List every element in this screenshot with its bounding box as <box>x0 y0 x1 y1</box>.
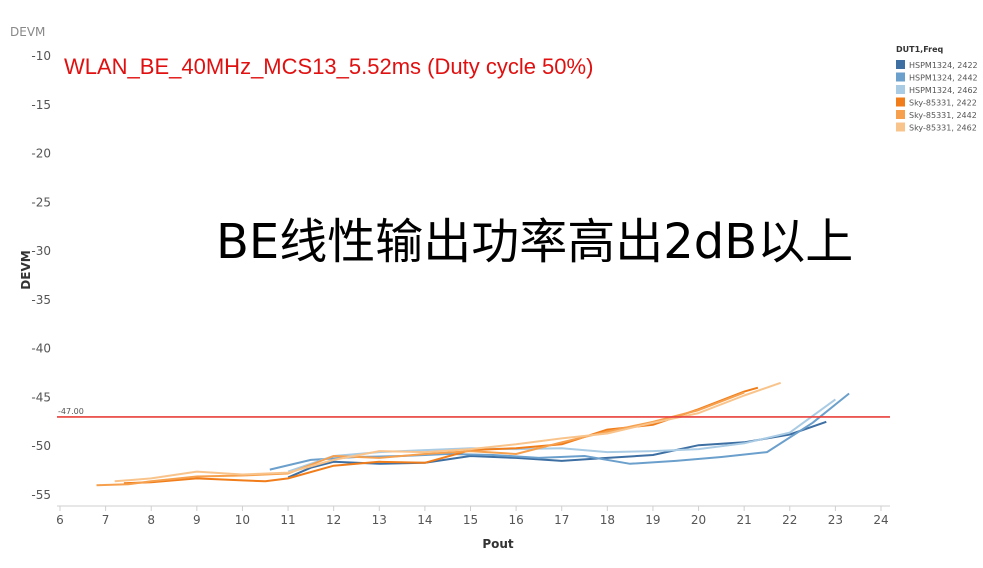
series-lines <box>96 381 850 487</box>
legend-title: DUT1,Freq <box>896 45 944 54</box>
legend-swatch <box>896 122 905 132</box>
legend-entry-label: HSPM1324, 2462 <box>909 86 978 95</box>
top-devm-label: DEVM <box>10 25 45 39</box>
legend-entry-label: Sky-85331, 2462 <box>909 124 977 133</box>
y-tick-label: -10 <box>31 49 51 63</box>
x-tick-label: 16 <box>508 513 523 527</box>
legend-swatch <box>896 60 905 69</box>
x-tick-label: 11 <box>280 513 295 527</box>
x-tick-label: 12 <box>326 513 341 527</box>
x-tick-label: 19 <box>645 513 660 527</box>
y-axis-ticks: -10 -15 -20 -25 -30 -35 -40 -45 -50 -55 <box>31 49 51 502</box>
y-tick-label: -30 <box>31 244 51 258</box>
x-tick-label: 13 <box>372 513 387 527</box>
x-tick-label: 24 <box>873 513 888 527</box>
series-line-1 <box>287 420 827 479</box>
y-tick-label: -25 <box>31 195 51 209</box>
x-axis-title: Pout <box>482 537 514 551</box>
legend-swatch <box>896 97 905 107</box>
y-tick-label: -20 <box>31 147 51 161</box>
y-tick-label: -50 <box>31 439 51 453</box>
y-tick-label: -35 <box>31 293 51 307</box>
x-tick-label: 21 <box>737 513 752 527</box>
legend: DUT1,Freq HSPM1324, 2422 HSPM1324, 2442 HS… <box>896 45 978 133</box>
x-tick-label: 8 <box>147 513 155 527</box>
legend-entry-label: HSPM1324, 2442 <box>909 74 978 83</box>
x-tick-label: 10 <box>235 513 250 527</box>
x-axis-ticks: 6 7 8 9 10 11 12 13 14 15 16 17 18 19 20 21 22 23 24 <box>56 506 889 527</box>
legend-entry-label: Sky-85331, 2442 <box>909 111 977 120</box>
legend-swatch <box>896 85 905 94</box>
x-tick-label: 20 <box>691 513 706 527</box>
x-tick-label: 14 <box>417 513 432 527</box>
x-tick-label: 18 <box>600 513 615 527</box>
series-line-4 <box>123 386 759 485</box>
y-tick-label: -45 <box>31 390 51 404</box>
chart-title: WLAN_BE_40MHz_MCS13_5.52ms (Duty cycle 5… <box>64 54 593 79</box>
overlay-annotation: BE线性输出功率高出2dB以上 <box>216 214 853 270</box>
legend-swatch <box>896 72 905 82</box>
y-tick-label: -55 <box>31 488 51 502</box>
series-line-2 <box>269 392 850 471</box>
x-tick-label: 9 <box>193 513 201 527</box>
legend-swatch <box>896 110 905 119</box>
x-tick-label: 15 <box>463 513 478 527</box>
x-tick-label: 17 <box>554 513 569 527</box>
series-line-6 <box>114 381 782 483</box>
x-tick-label: 22 <box>782 513 797 527</box>
x-tick-label: 23 <box>828 513 843 527</box>
y-tick-label: -40 <box>31 342 51 356</box>
y-axis-title: DEVM <box>19 250 33 289</box>
legend-entry-label: HSPM1324, 2422 <box>909 61 978 70</box>
legend-entry-label: Sky-85331, 2422 <box>909 99 977 108</box>
x-tick-label: 6 <box>56 513 64 527</box>
series-line-5 <box>96 391 745 487</box>
y-tick-label: -15 <box>31 98 51 112</box>
reference-line-label: -47.00 <box>58 407 84 416</box>
x-tick-label: 7 <box>102 513 110 527</box>
